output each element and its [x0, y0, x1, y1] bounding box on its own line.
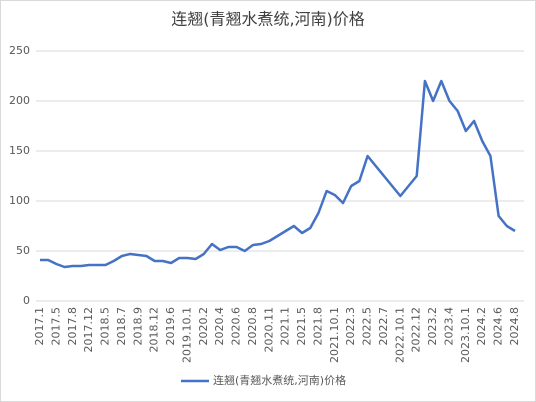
y-tick-label: 100 — [9, 194, 30, 207]
x-tick-label: 2020.2 — [197, 307, 210, 346]
x-tick-label: 2022.7 — [377, 307, 390, 346]
x-tick-label: 2021.1 — [279, 307, 292, 346]
x-tick-label: 2017.8 — [66, 307, 79, 346]
x-tick-label: 2024.2 — [475, 307, 488, 346]
x-tick-label: 2020.11 — [262, 307, 275, 353]
data-line — [40, 79, 516, 269]
x-tick-label: 2017.5 — [49, 307, 62, 346]
x-tick-label: 2022.5 — [361, 307, 374, 346]
x-tick-label: 2018.7 — [115, 307, 128, 346]
x-tick-label: 2024.8 — [508, 307, 521, 346]
y-tick-label: 250 — [9, 44, 30, 57]
x-tick-label: 2020.8 — [246, 307, 259, 346]
x-tick-label: 2023.4 — [442, 307, 455, 346]
x-tick-label: 2022.10.1 — [393, 307, 406, 363]
y-tick-label: 200 — [9, 94, 30, 107]
x-tick-label: 2021.8 — [311, 307, 324, 346]
x-tick-label: 2024.6 — [492, 307, 505, 346]
x-tick-label: 2022.3 — [344, 307, 357, 346]
x-tick-label: 2018.9 — [131, 307, 144, 346]
chart-title: 连翘(青翘水煮统,河南)价格 — [171, 10, 365, 29]
x-tick-label: 2019.6 — [164, 307, 177, 346]
x-tick-label: 2020.4 — [213, 307, 226, 346]
legend-label: 连翘(青翘水煮统,河南)价格 — [213, 373, 346, 387]
x-tick-label: 2023.2 — [426, 307, 439, 346]
x-tick-label: 2019.10.1 — [180, 307, 193, 363]
x-tick-label: 2022.12 — [410, 307, 423, 353]
x-tick-label: 2020.6 — [230, 307, 243, 346]
x-tick-label: 2017.12 — [82, 307, 95, 353]
x-tick-label: 2021.5 — [295, 307, 308, 346]
y-tick-label: 0 — [23, 294, 30, 307]
x-tick-label: 2017.1 — [33, 307, 46, 346]
x-tick-label: 2018.12 — [148, 307, 161, 353]
y-tick-label: 50 — [16, 244, 30, 257]
x-tick-label: 2023.10.1 — [459, 307, 472, 363]
x-tick-label: 2021.10.1 — [328, 307, 341, 363]
x-tick-label: 2018.5 — [99, 307, 112, 346]
y-tick-label: 150 — [9, 144, 30, 157]
